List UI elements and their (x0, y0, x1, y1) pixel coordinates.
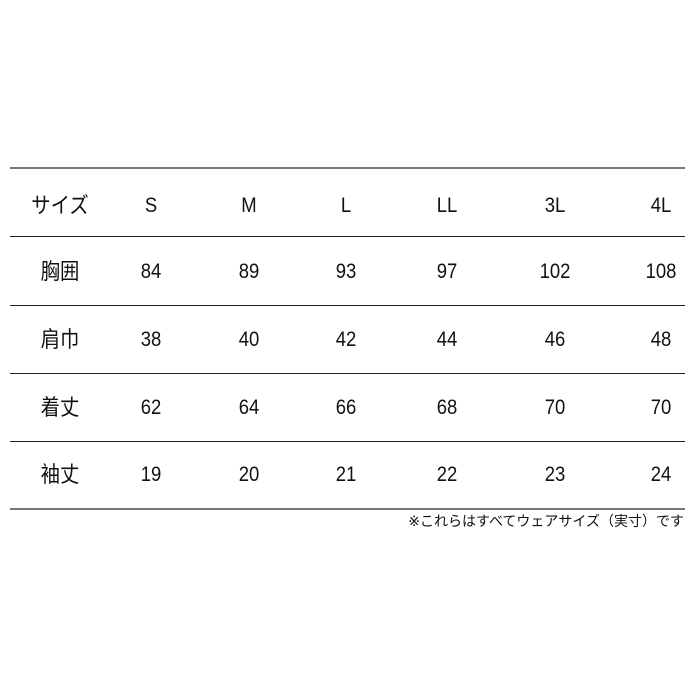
table-cell: 97 (436, 260, 458, 283)
row-label: 胸囲 (40, 259, 80, 284)
table-top-border (10, 167, 685, 169)
table-cell: 20 (238, 463, 260, 486)
header-row: サイズ S M L LL 3L 4L (0, 191, 700, 221)
row-label: 袖丈 (40, 462, 80, 487)
footnote: ※これらはすべてウェアサイズ（実寸）です (408, 513, 684, 529)
table-cell: 44 (436, 328, 458, 351)
table-cell: 40 (238, 328, 260, 351)
table-row: 肩巾 38 40 42 44 46 48 (0, 325, 700, 355)
row-divider (10, 305, 685, 306)
row-label: 肩巾 (40, 327, 80, 352)
table-cell: 62 (140, 396, 162, 419)
size-header: M (241, 194, 257, 217)
table-cell: 84 (140, 260, 162, 283)
table-cell: 68 (436, 396, 458, 419)
table-cell: 23 (544, 463, 566, 486)
table-cell: 93 (335, 260, 357, 283)
size-header: 3L (544, 194, 566, 217)
row-divider (10, 441, 685, 442)
table-row: 胸囲 84 89 93 97 102 108 (0, 257, 700, 287)
table-cell: 48 (650, 328, 672, 351)
size-header: LL (436, 194, 458, 217)
table-cell: 64 (238, 396, 260, 419)
table-cell: 42 (335, 328, 357, 351)
table-cell: 38 (140, 328, 162, 351)
row-label: 着丈 (40, 395, 80, 420)
table-row: 着丈 62 64 66 68 70 70 (0, 393, 700, 423)
size-header: 4L (650, 194, 672, 217)
table-cell: 24 (650, 463, 672, 486)
table-row: 袖丈 19 20 21 22 23 24 (0, 460, 700, 490)
row-label: サイズ (31, 193, 89, 218)
size-header: S (144, 194, 158, 217)
table-cell: 89 (238, 260, 260, 283)
size-header: L (340, 194, 352, 217)
table-bottom-border (10, 508, 685, 510)
table-cell: 66 (335, 396, 357, 419)
table-cell: 19 (140, 463, 162, 486)
table-cell: 22 (436, 463, 458, 486)
table-cell: 21 (335, 463, 357, 486)
table-cell: 70 (650, 396, 672, 419)
table-cell: 46 (544, 328, 566, 351)
row-divider (10, 236, 685, 237)
table-cell: 70 (544, 396, 566, 419)
table-cell: 102 (539, 260, 571, 283)
row-divider (10, 373, 685, 374)
table-cell: 108 (645, 260, 677, 283)
